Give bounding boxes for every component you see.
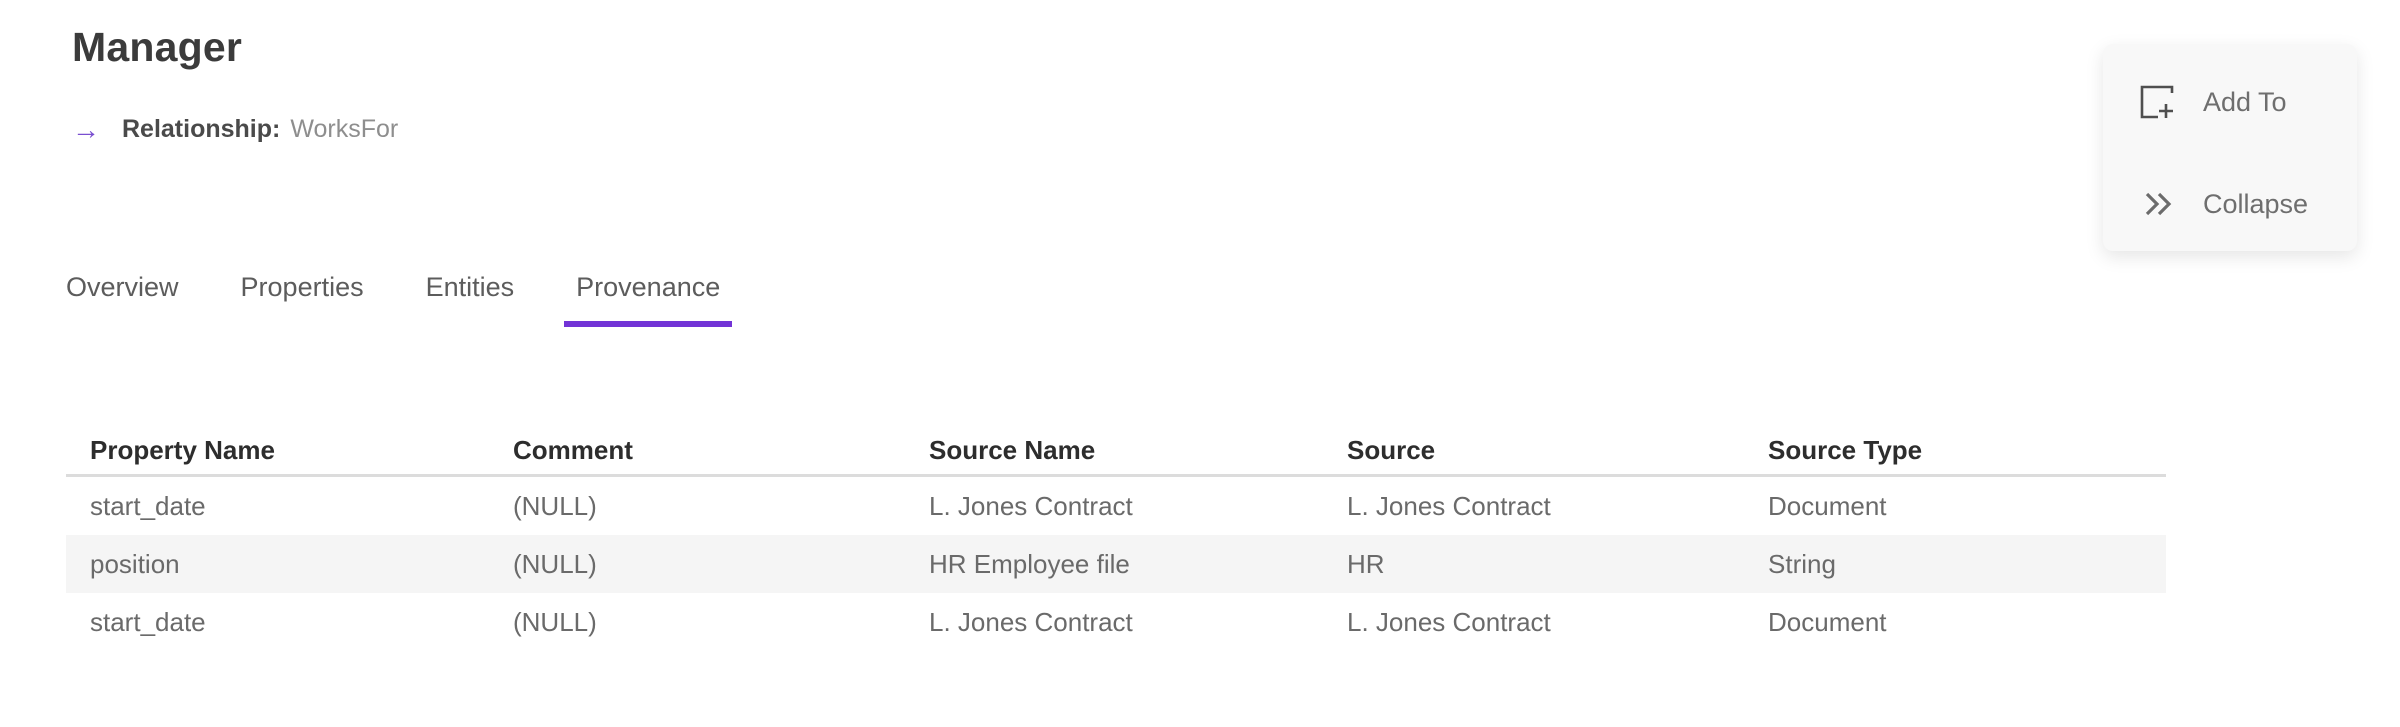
cell-source-type: Document bbox=[1768, 606, 1887, 637]
cell-comment: (NULL) bbox=[513, 606, 597, 637]
column-header-property-name: Property Name bbox=[90, 435, 275, 465]
cell-source-type: String bbox=[1768, 548, 1836, 579]
add-to-label: Add To bbox=[2203, 86, 2287, 117]
column-header-source: Source bbox=[1347, 435, 1436, 465]
relationship-value: WorksFor bbox=[290, 115, 399, 143]
cell-property-name: start_date bbox=[90, 490, 206, 521]
table-row[interactable]: start_date (NULL) L. Jones Contract L. J… bbox=[66, 593, 2166, 651]
add-to-button[interactable]: Add To bbox=[2137, 82, 2357, 122]
page: Manager → Relationship: WorksFor Add To … bbox=[0, 24, 2400, 727]
table-row[interactable]: position (NULL) HR Employee file HR Stri… bbox=[66, 535, 2166, 593]
column-header-comment: Comment bbox=[513, 435, 633, 465]
cell-source-name: L. Jones Contract bbox=[929, 606, 1133, 637]
table-header-row: Property Name Comment Source Name Source… bbox=[66, 427, 2166, 477]
double-chevron-right-icon bbox=[2137, 184, 2177, 224]
collapse-label: Collapse bbox=[2203, 188, 2309, 219]
cell-comment: (NULL) bbox=[513, 490, 597, 521]
cell-source: L. Jones Contract bbox=[1347, 606, 1551, 637]
provenance-table: Property Name Comment Source Name Source… bbox=[66, 427, 2166, 651]
page-title: Manager bbox=[72, 24, 243, 70]
action-panel: Add To Collapse bbox=[2103, 44, 2357, 251]
relationship-breadcrumb: → Relationship: WorksFor bbox=[72, 115, 2400, 144]
cell-source-name: HR Employee file bbox=[929, 548, 1130, 579]
cell-source-type: Document bbox=[1768, 490, 1887, 521]
table-row[interactable]: start_date (NULL) L. Jones Contract L. J… bbox=[66, 477, 2166, 535]
collapse-button[interactable]: Collapse bbox=[2137, 184, 2357, 224]
relationship-arrow-icon: → bbox=[72, 113, 100, 145]
cell-source-name: L. Jones Contract bbox=[929, 490, 1133, 521]
tab-bar: Overview Properties Entities Provenance bbox=[54, 272, 2400, 327]
tab-overview[interactable]: Overview bbox=[66, 272, 179, 302]
cell-property-name: start_date bbox=[90, 606, 206, 637]
tab-provenance[interactable]: Provenance bbox=[564, 272, 733, 327]
column-header-source-name: Source Name bbox=[929, 435, 1096, 465]
relationship-label: Relationship: bbox=[122, 115, 281, 143]
cell-property-name: position bbox=[90, 548, 180, 579]
cell-source: HR bbox=[1347, 548, 1385, 579]
cell-comment: (NULL) bbox=[513, 548, 597, 579]
column-header-source-type: Source Type bbox=[1768, 435, 1923, 465]
tab-entities[interactable]: Entities bbox=[425, 272, 515, 302]
cell-source: L. Jones Contract bbox=[1347, 490, 1551, 521]
tab-properties[interactable]: Properties bbox=[240, 272, 364, 302]
add-to-frame-icon bbox=[2137, 82, 2177, 122]
